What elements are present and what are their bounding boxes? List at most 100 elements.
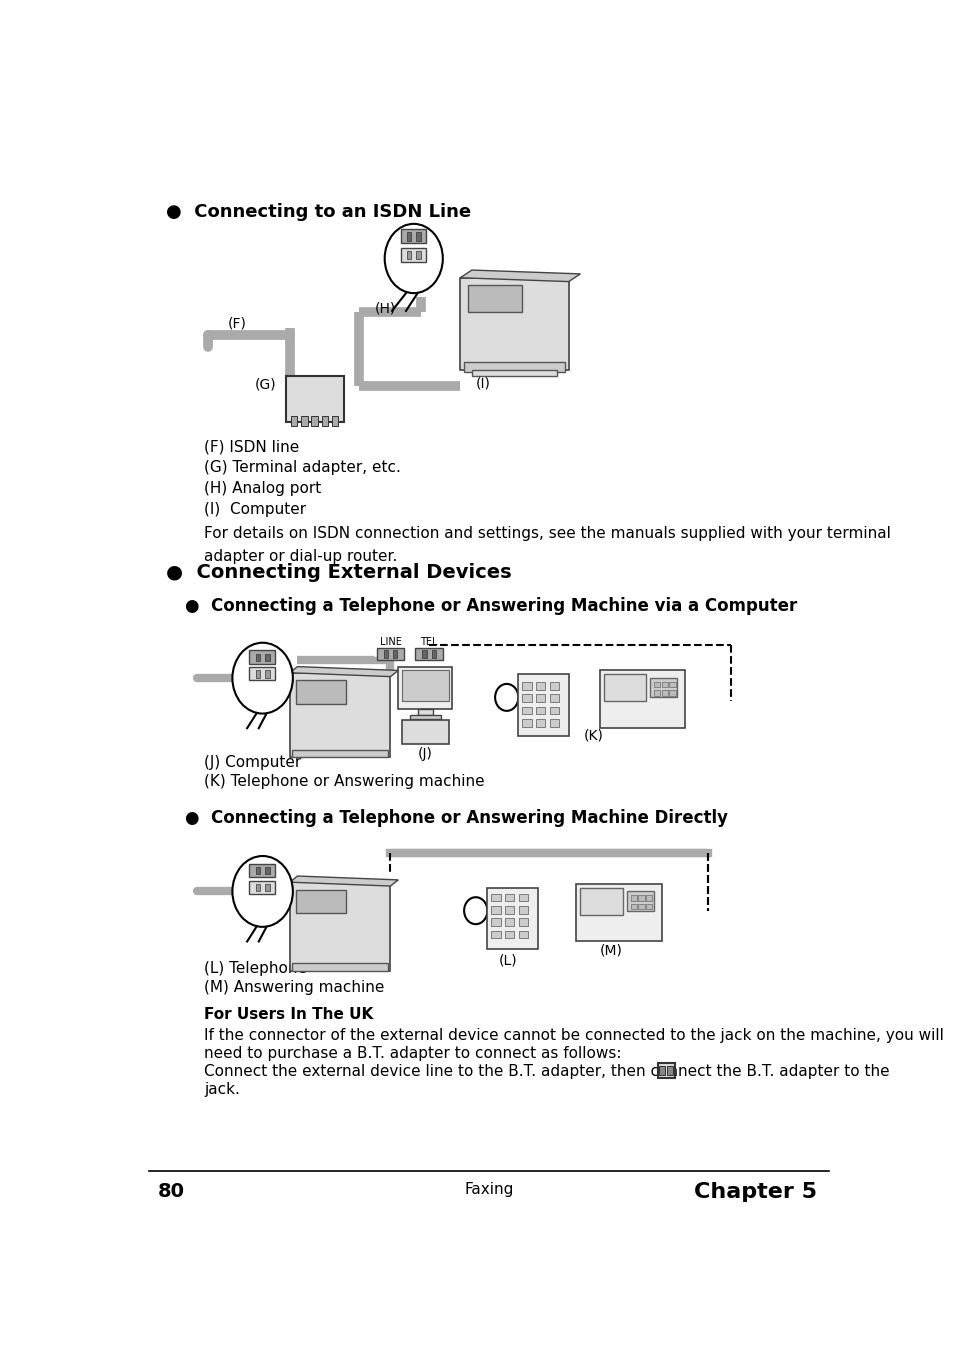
Bar (661, 691, 667, 696)
Text: (L): (L) (498, 953, 517, 967)
Bar (576, 884, 661, 941)
Text: (M) Answering machine: (M) Answering machine (204, 980, 384, 995)
Text: (G): (G) (254, 377, 276, 392)
Text: 80: 80 (158, 1182, 185, 1201)
Bar (472, 370, 557, 376)
Bar (669, 681, 675, 687)
Bar (638, 903, 644, 909)
Bar (669, 691, 675, 696)
Text: Chapter 5: Chapter 5 (693, 1182, 816, 1202)
Ellipse shape (464, 898, 487, 925)
Text: TEL: TEL (420, 637, 437, 648)
Bar (416, 233, 420, 241)
Bar (626, 891, 654, 911)
Text: (H): (H) (375, 301, 395, 315)
Text: (J) Computer: (J) Computer (204, 756, 301, 771)
Bar (550, 695, 558, 702)
Ellipse shape (495, 684, 517, 711)
Text: (K) Telephone or Answering machine: (K) Telephone or Answering machine (204, 775, 485, 790)
Text: jack.: jack. (204, 1082, 240, 1096)
Text: Faxing: Faxing (464, 1182, 513, 1197)
Text: ●  Connecting to an ISDN Line: ● Connecting to an ISDN Line (166, 203, 471, 222)
Bar (491, 918, 500, 926)
Text: Connect the external device line to the B.T. adapter, then connect the B.T. adap: Connect the external device line to the … (204, 1064, 889, 1079)
Bar (406, 233, 411, 241)
Bar (291, 416, 297, 426)
Bar (295, 890, 346, 913)
Bar (550, 719, 558, 726)
Bar (292, 750, 388, 757)
Bar (402, 721, 448, 744)
Bar (599, 671, 684, 729)
Bar (401, 230, 426, 243)
Text: (F): (F) (228, 316, 247, 331)
Polygon shape (290, 876, 397, 886)
Bar (402, 671, 448, 702)
Bar (265, 653, 270, 661)
Bar (666, 1067, 672, 1075)
Bar (255, 653, 260, 661)
Bar (383, 650, 388, 658)
Text: (G) Terminal adapter, etc.: (G) Terminal adapter, etc. (204, 460, 401, 476)
Text: ●  Connecting a Telephone or Answering Machine Directly: ● Connecting a Telephone or Answering Ma… (185, 808, 727, 827)
Bar (521, 681, 531, 690)
Bar (459, 277, 568, 370)
Bar (255, 884, 260, 891)
Bar (249, 880, 274, 894)
Bar (311, 416, 317, 426)
Bar (265, 867, 270, 875)
Bar (292, 963, 388, 971)
Bar (654, 691, 659, 696)
Text: (I)  Computer: (I) Computer (204, 502, 306, 516)
Bar (249, 668, 274, 680)
Bar (491, 906, 500, 914)
Bar (630, 895, 637, 900)
Bar (579, 887, 622, 914)
Bar (505, 918, 514, 926)
Polygon shape (459, 270, 579, 281)
Bar (416, 250, 420, 260)
Text: (L) Telephone: (L) Telephone (204, 961, 307, 976)
Bar (518, 918, 528, 926)
Text: If the connector of the external device cannot be connected to the jack on the m: If the connector of the external device … (204, 1029, 943, 1044)
Bar (401, 247, 426, 261)
Bar (536, 695, 545, 702)
Bar (249, 864, 274, 877)
Text: (M): (M) (599, 944, 622, 957)
Bar (630, 903, 637, 909)
Bar (603, 675, 645, 702)
Text: For details on ISDN connection and settings, see the manuals supplied with your : For details on ISDN connection and setti… (204, 526, 890, 564)
Bar (265, 671, 270, 679)
Text: ●  Connecting External Devices: ● Connecting External Devices (166, 562, 511, 581)
Bar (661, 681, 667, 687)
Bar (406, 250, 411, 260)
Bar (290, 883, 390, 971)
Bar (491, 894, 500, 902)
Bar (505, 894, 514, 902)
Bar (517, 675, 568, 735)
Bar (417, 708, 433, 715)
Bar (376, 648, 404, 660)
Bar (321, 416, 328, 426)
Polygon shape (290, 667, 397, 676)
Bar (638, 895, 644, 900)
Text: ●  Connecting a Telephone or Answering Machine via a Computer: ● Connecting a Telephone or Answering Ma… (185, 598, 797, 615)
Bar (505, 906, 514, 914)
Bar (255, 867, 260, 875)
Ellipse shape (233, 856, 293, 927)
Bar (536, 719, 545, 726)
Bar (536, 681, 545, 690)
Bar (518, 906, 528, 914)
Bar (415, 648, 443, 660)
Bar (295, 680, 346, 703)
Bar (521, 707, 531, 714)
Bar (550, 707, 558, 714)
Bar (397, 667, 452, 708)
Bar (505, 930, 514, 938)
Bar (301, 416, 307, 426)
Bar (491, 930, 500, 938)
Ellipse shape (233, 642, 293, 714)
Text: need to purchase a B.T. adapter to connect as follows:: need to purchase a B.T. adapter to conne… (204, 1046, 621, 1061)
Bar (518, 894, 528, 902)
Bar (521, 719, 531, 726)
